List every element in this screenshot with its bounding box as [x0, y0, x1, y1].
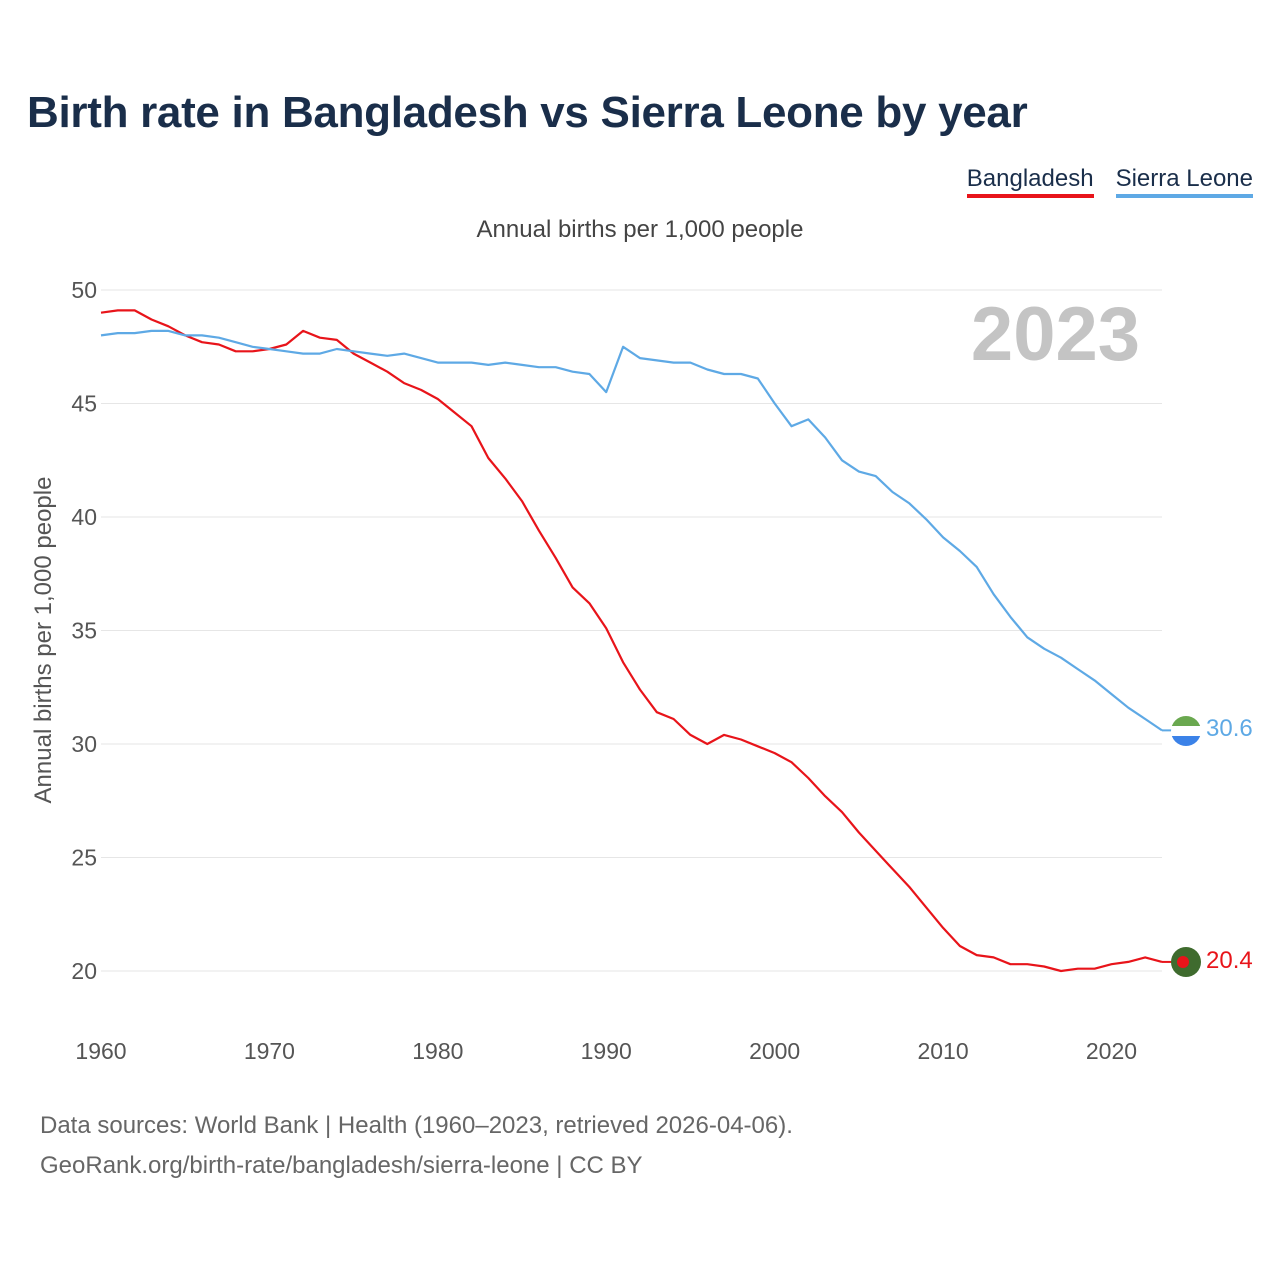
legend-sierra-leone[interactable]: Sierra Leone — [1115, 165, 1253, 198]
series-line-bangladesh[interactable] — [100, 309, 1163, 973]
data-source-text: Data sources: World Bank | Health (1960–… — [40, 1112, 793, 1139]
end-label-sierra-leone: 30.6 — [1206, 715, 1253, 742]
x-tick-label: 1960 — [75, 1038, 126, 1064]
series-line-sierra-leone[interactable] — [100, 329, 1163, 732]
legend: Bangladesh Sierra Leone — [966, 165, 1253, 198]
y-tick-label: 45 — [71, 391, 97, 417]
bangladesh-flag-icon — [1171, 947, 1201, 977]
sierra-leone-flag-icon — [1171, 716, 1201, 746]
x-tick-label: 1990 — [581, 1038, 632, 1064]
gridlines — [101, 289, 1162, 972]
y-tick-label: 20 — [71, 958, 97, 984]
footer: Data sources: World Bank | Health (1960–… — [40, 1106, 793, 1186]
x-tick-label: 2000 — [749, 1038, 800, 1064]
series-lines — [100, 309, 1172, 973]
y-tick-label: 35 — [71, 618, 97, 644]
chart-subtitle: Annual births per 1,000 people — [476, 216, 804, 243]
x-tick-label: 2020 — [1086, 1038, 1137, 1064]
end-label-bangladesh: 20.4 — [1206, 947, 1253, 974]
legend-bangladesh[interactable]: Bangladesh — [966, 165, 1094, 198]
source-url-text: GeoRank.org/birth-rate/bangladesh/sierra… — [40, 1152, 643, 1179]
y-tick-labels: 20 25 30 35 40 45 50 — [71, 277, 97, 984]
end-markers — [1171, 716, 1201, 977]
x-tick-label: 2010 — [917, 1038, 968, 1064]
y-axis-label: Annual births per 1,000 people — [30, 477, 57, 804]
y-tick-label: 40 — [71, 504, 97, 530]
year-watermark: 2023 — [971, 292, 1140, 377]
page-title: Birth rate in Bangladesh vs Sierra Leone… — [27, 88, 1028, 137]
x-tick-labels: 1960 1970 1980 1990 2000 2010 2020 — [75, 1038, 1137, 1064]
y-tick-label: 30 — [71, 731, 97, 757]
x-tick-label: 1970 — [244, 1038, 295, 1064]
x-tick-label: 1980 — [412, 1038, 463, 1064]
y-tick-label: 50 — [71, 277, 97, 303]
y-tick-label: 25 — [71, 845, 97, 871]
